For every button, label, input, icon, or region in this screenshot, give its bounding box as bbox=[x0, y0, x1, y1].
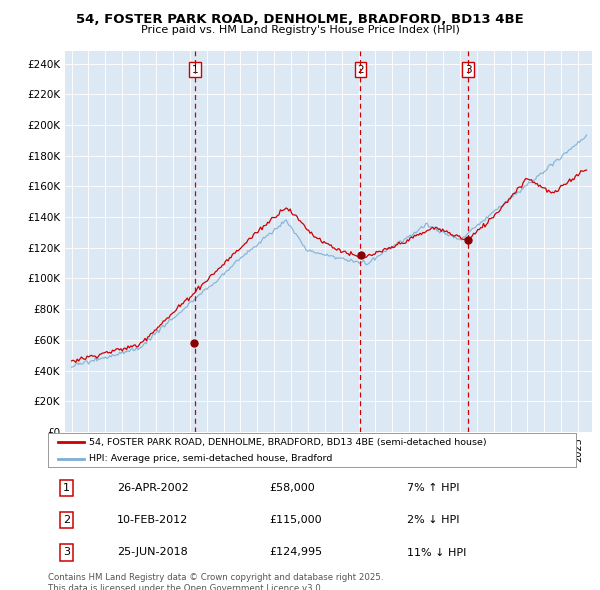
Text: 3: 3 bbox=[63, 548, 70, 558]
Text: £115,000: £115,000 bbox=[270, 516, 322, 525]
Text: 1: 1 bbox=[191, 65, 198, 75]
Text: 2% ↓ HPI: 2% ↓ HPI bbox=[407, 516, 460, 525]
Text: Price paid vs. HM Land Registry's House Price Index (HPI): Price paid vs. HM Land Registry's House … bbox=[140, 25, 460, 35]
Text: 54, FOSTER PARK ROAD, DENHOLME, BRADFORD, BD13 4BE: 54, FOSTER PARK ROAD, DENHOLME, BRADFORD… bbox=[76, 13, 524, 26]
Text: 3: 3 bbox=[464, 65, 472, 75]
Text: 10-FEB-2012: 10-FEB-2012 bbox=[116, 516, 188, 525]
Text: 11% ↓ HPI: 11% ↓ HPI bbox=[407, 548, 466, 558]
Text: HPI: Average price, semi-detached house, Bradford: HPI: Average price, semi-detached house,… bbox=[89, 454, 332, 463]
Text: 25-JUN-2018: 25-JUN-2018 bbox=[116, 548, 187, 558]
Text: 2: 2 bbox=[63, 516, 70, 525]
Text: Contains HM Land Registry data © Crown copyright and database right 2025.
This d: Contains HM Land Registry data © Crown c… bbox=[48, 573, 383, 590]
Text: 26-APR-2002: 26-APR-2002 bbox=[116, 483, 188, 493]
Text: 54, FOSTER PARK ROAD, DENHOLME, BRADFORD, BD13 4BE (semi-detached house): 54, FOSTER PARK ROAD, DENHOLME, BRADFORD… bbox=[89, 438, 487, 447]
Text: 2: 2 bbox=[357, 65, 364, 75]
Text: 1: 1 bbox=[63, 483, 70, 493]
Text: 7% ↑ HPI: 7% ↑ HPI bbox=[407, 483, 460, 493]
Text: £58,000: £58,000 bbox=[270, 483, 316, 493]
Text: £124,995: £124,995 bbox=[270, 548, 323, 558]
